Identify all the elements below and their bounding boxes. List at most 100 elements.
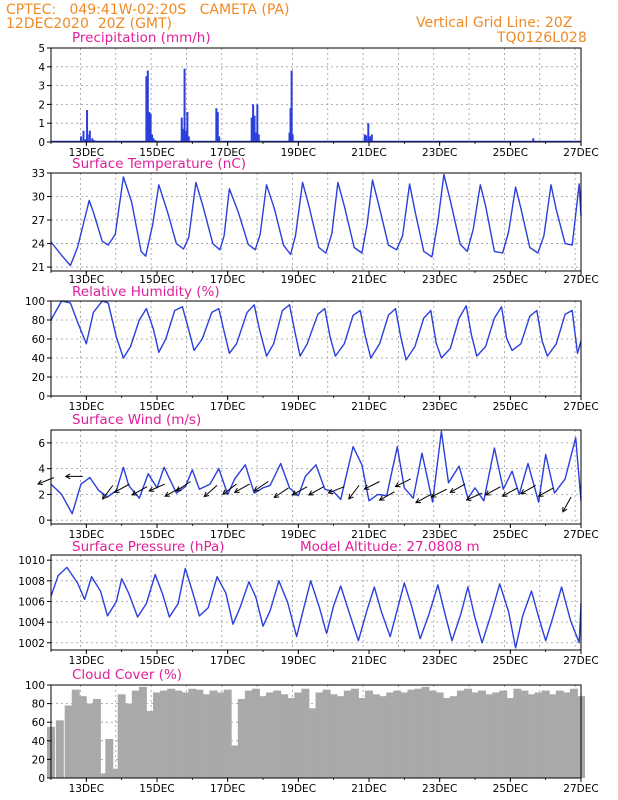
wind-arrow [520,484,537,495]
y-tick-label: 20 [32,754,45,766]
x-tick-label: 27DEC [563,783,598,795]
y-tick-label: 60 [32,334,45,346]
precip-bar [256,104,259,142]
x-tick-label: 17DEC [210,529,245,541]
precip-bar [367,123,370,142]
y-tick-label: 2 [38,99,45,111]
wind-arrow [327,486,345,495]
wind-arrow [562,496,572,513]
wind-arrow-head [308,490,314,496]
wind-arrow [415,493,432,504]
y-tick-label: 33 [32,168,45,180]
wind-arrow-head [449,487,456,493]
x-tick-label: 17DEC [210,401,245,413]
cloud-bar [138,686,147,778]
precip-bar [288,132,291,142]
x-tick-label: 21DEC [351,274,386,286]
panel-frame [50,684,582,779]
x-tick-label: 15DEC [139,401,174,413]
panel-frame [50,429,582,525]
cloud-bar [110,768,119,778]
x-tick-label: 25DEC [493,274,528,286]
cloud-bar [195,689,204,778]
wind-arrow-head [430,492,437,498]
wind-arrow-shaft [562,496,572,513]
wind-arrow [253,481,269,492]
x-tick-label: 27DEC [563,401,598,413]
y-tick-label: 1 [38,118,45,130]
y-tick-label: 1004 [18,617,45,629]
cloud-bar [153,692,161,778]
wind-arrow-shaft [308,486,325,496]
y-tick-label: 24 [32,239,46,251]
y-tick-label: 1002 [18,638,45,650]
wind-arrow-head [394,482,401,488]
x-tick-label: 19DEC [281,655,316,667]
cloud-bar [188,688,197,778]
precip-bar [216,111,219,142]
header-station: CPTEC: 049:41W-02:20S CAMETA (PA) [6,2,289,18]
cloud-bar [499,690,508,778]
x-tick-label: 19DEC [281,401,316,413]
cloud-bar [294,692,303,778]
wind-arrow [102,485,114,500]
panel-frame [50,300,582,397]
y-tick-label: 100 [25,680,45,692]
precip-bar [184,130,187,142]
wind-arrow [273,487,289,498]
cloud-bar [259,696,267,778]
x-tick-label: 21DEC [351,401,386,413]
wind-arrow-shaft [203,484,218,497]
x-tick-label: 23DEC [422,147,457,159]
precip-bar [80,136,83,142]
wind-arrow [378,491,395,501]
wind-arrow-shaft [379,491,395,501]
x-tick-label: 21DEC [351,529,386,541]
x-tick-label: 27DEC [563,147,598,159]
cloud-bar [562,692,571,778]
x-tick-label: 23DEC [422,401,457,413]
cloud-bar [492,692,501,778]
x-tick-label: 21DEC [351,147,386,159]
cloud-bar [280,694,289,778]
cloud-bar [181,692,190,778]
wind-arrow-shaft [328,486,345,494]
panel-frame [50,172,582,272]
wind-arrow-shaft [253,481,269,492]
wind-arrow [465,492,483,501]
x-tick-label: 15DEC [139,783,174,795]
wind-arrow-shaft [149,483,165,492]
panel-subtitle: Model Altitude: 27.0808 m [300,539,480,555]
cloud-bar [131,690,140,778]
y-tick-label: 1008 [18,576,45,588]
x-tick-label: 21DEC [351,783,386,795]
panel-frame [50,47,582,143]
cloud-bar [569,688,578,778]
wind-arrow-shaft [176,481,191,492]
precip-bar [146,70,149,142]
cloud-bar [471,692,479,778]
cloud-bar [386,692,395,778]
cloud-bar [64,705,73,778]
precip-bar [151,134,154,142]
cloud-bar [105,738,114,778]
cloud-bar [308,708,317,778]
y-tick-label: 80 [32,699,45,711]
x-tick-label: 27DEC [563,274,598,286]
y-tick-label: 30 [32,192,45,204]
precip-bar [369,136,372,142]
wind-arrow [501,487,518,497]
cloud-bar [273,690,282,778]
y-tick-label: 80 [32,315,45,327]
cloud-bar [85,703,94,778]
wind-arrow-shaft [431,488,447,498]
y-tick-label: 6 [38,438,45,450]
cloud-bar [534,692,543,778]
cloud-bar [400,692,409,778]
precip-bar [532,138,535,142]
wind-arrow-shaft [485,486,501,496]
wind-arrow-shaft [502,487,518,497]
panel-title: Relative Humidity (%) [72,284,220,300]
precip-bar [218,136,221,142]
x-tick-label: 17DEC [210,147,245,159]
